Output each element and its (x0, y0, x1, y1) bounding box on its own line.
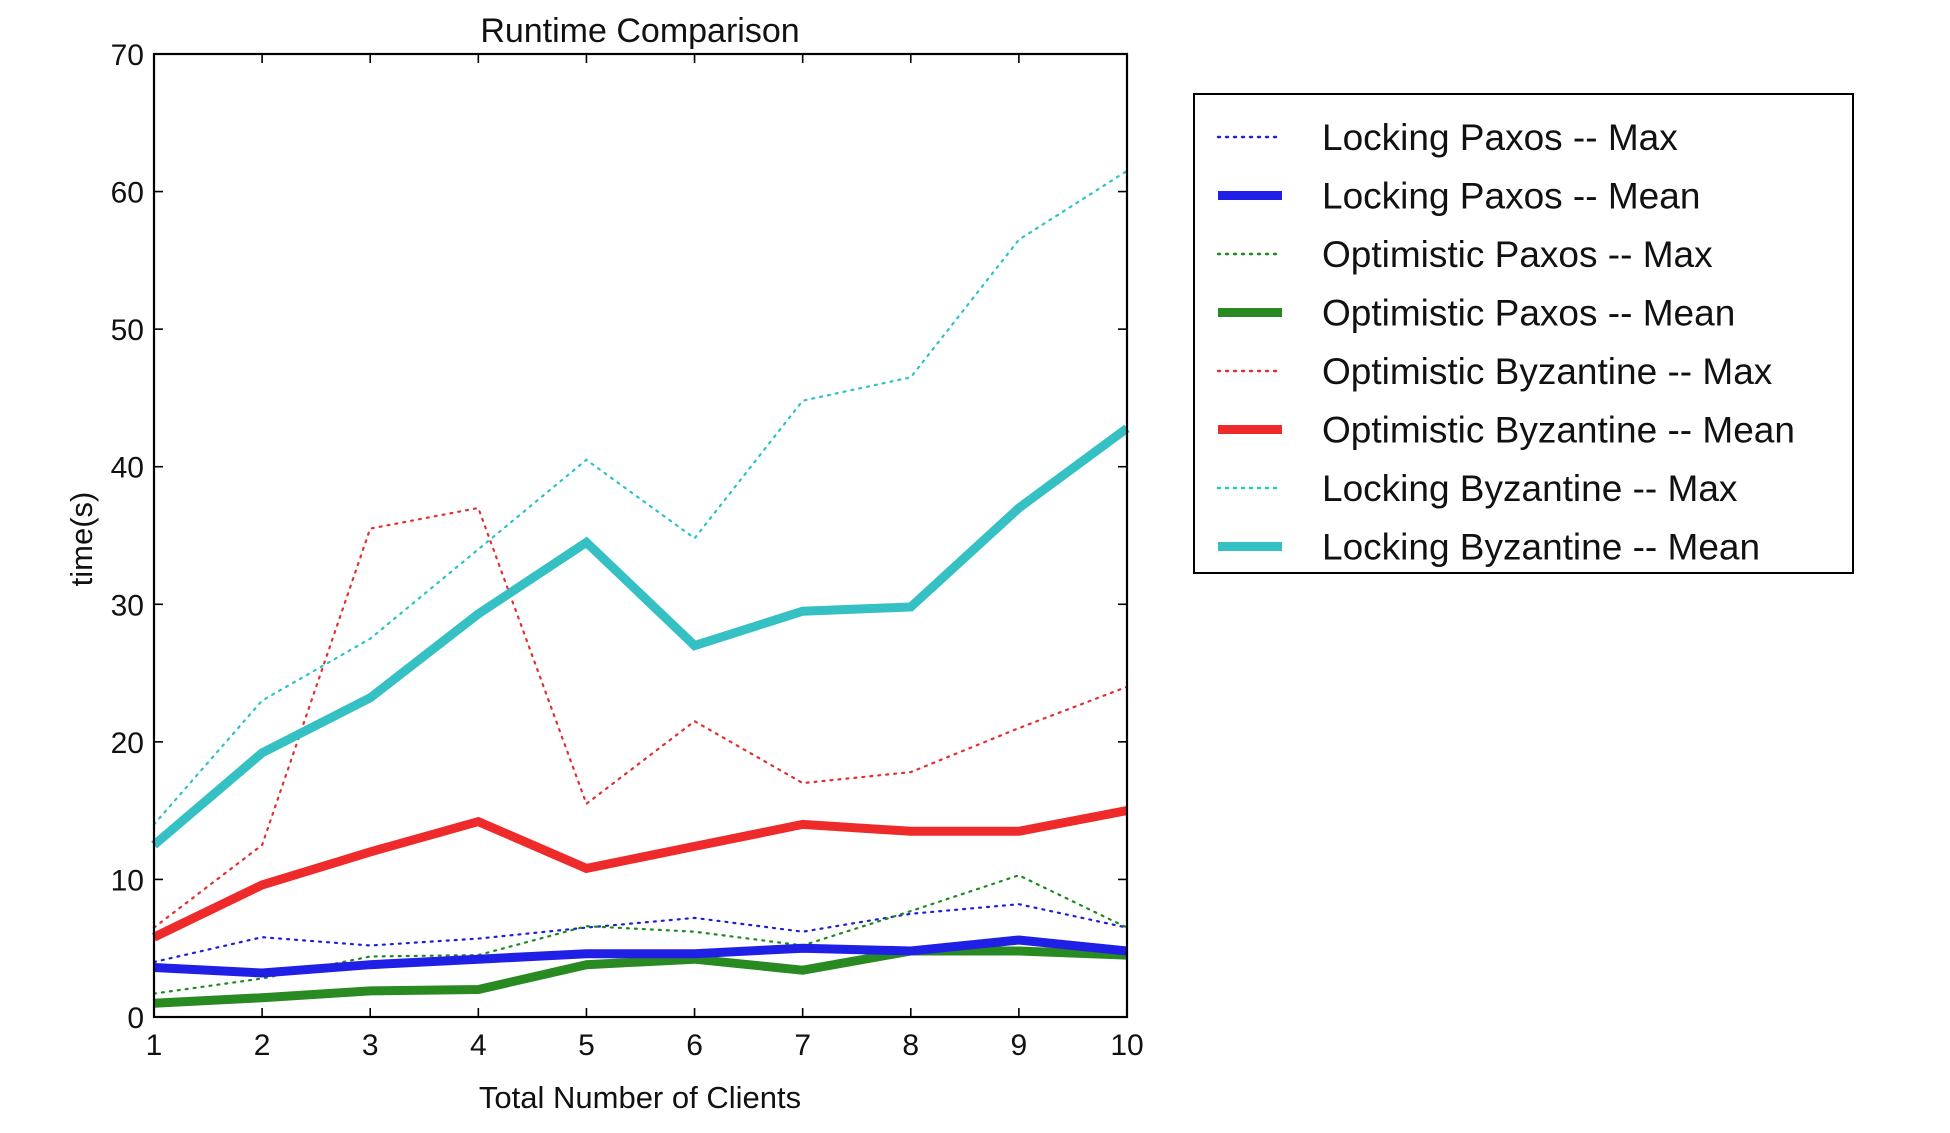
legend-label: Locking Byzantine -- Mean (1322, 527, 1760, 568)
legend-label: Optimistic Byzantine -- Mean (1322, 410, 1795, 451)
series-line-locking-paxos-mean (153, 935, 1128, 978)
series-line-optimistic-byzantine-max (152, 506, 1129, 929)
y-tick-label: 50 (111, 314, 144, 347)
series-line-locking-byzantine-mean (151, 424, 1130, 849)
x-tick-label: 6 (686, 1029, 703, 1062)
legend-label: Locking Byzantine -- Max (1322, 468, 1738, 509)
legend-label: Locking Paxos -- Mean (1322, 176, 1700, 217)
x-tick-label: 4 (470, 1029, 487, 1062)
series-layer (151, 169, 1130, 1008)
legend-label: Locking Paxos -- Max (1322, 117, 1678, 158)
legend-label: Optimistic Paxos -- Max (1322, 234, 1713, 275)
series-line-optimistic-paxos-max (152, 874, 1129, 995)
legend-label: Optimistic Paxos -- Mean (1322, 293, 1735, 334)
plot-area-frame (152, 52, 1129, 1019)
x-tick-label: 5 (578, 1029, 595, 1062)
y-tick-label: 60 (111, 177, 144, 210)
y-tick-label: 30 (111, 589, 144, 622)
x-tick-label: 10 (1110, 1029, 1143, 1062)
series-line-locking-paxos-max (152, 903, 1129, 964)
x-tick-label: 8 (902, 1029, 919, 1062)
series-line-optimistic-byzantine-mean (152, 806, 1128, 942)
y-tick-label: 10 (111, 864, 144, 897)
y-axis-label: time(s) (64, 492, 99, 587)
y-tick-label: 20 (111, 727, 144, 760)
legend: Locking Paxos -- Max Locking Paxos -- Mea… (1193, 93, 1854, 574)
x-tick-label: 2 (254, 1029, 271, 1062)
y-tick-label: 0 (127, 1002, 144, 1035)
x-axis-label: Total Number of Clients (479, 1080, 801, 1115)
x-tick-label: 9 (1011, 1029, 1028, 1062)
x-tick-label: 3 (362, 1029, 379, 1062)
series-line-locking-byzantine-max (152, 169, 1129, 826)
axis-ticks: 1 2 3 4 5 6 7 8 9 10 0 10 20 30 40 50 60 70 (111, 39, 1144, 1062)
x-tick-label: 1 (146, 1029, 163, 1062)
series-line-optimistic-paxos-mean (153, 946, 1128, 1008)
x-tick-label: 7 (794, 1029, 811, 1062)
y-tick-label: 70 (111, 39, 144, 72)
legend-label: Optimistic Byzantine -- Max (1322, 351, 1773, 392)
chart-title: Runtime Comparison (480, 12, 799, 50)
legend-frame (1193, 93, 1854, 574)
y-tick-label: 40 (111, 452, 144, 485)
